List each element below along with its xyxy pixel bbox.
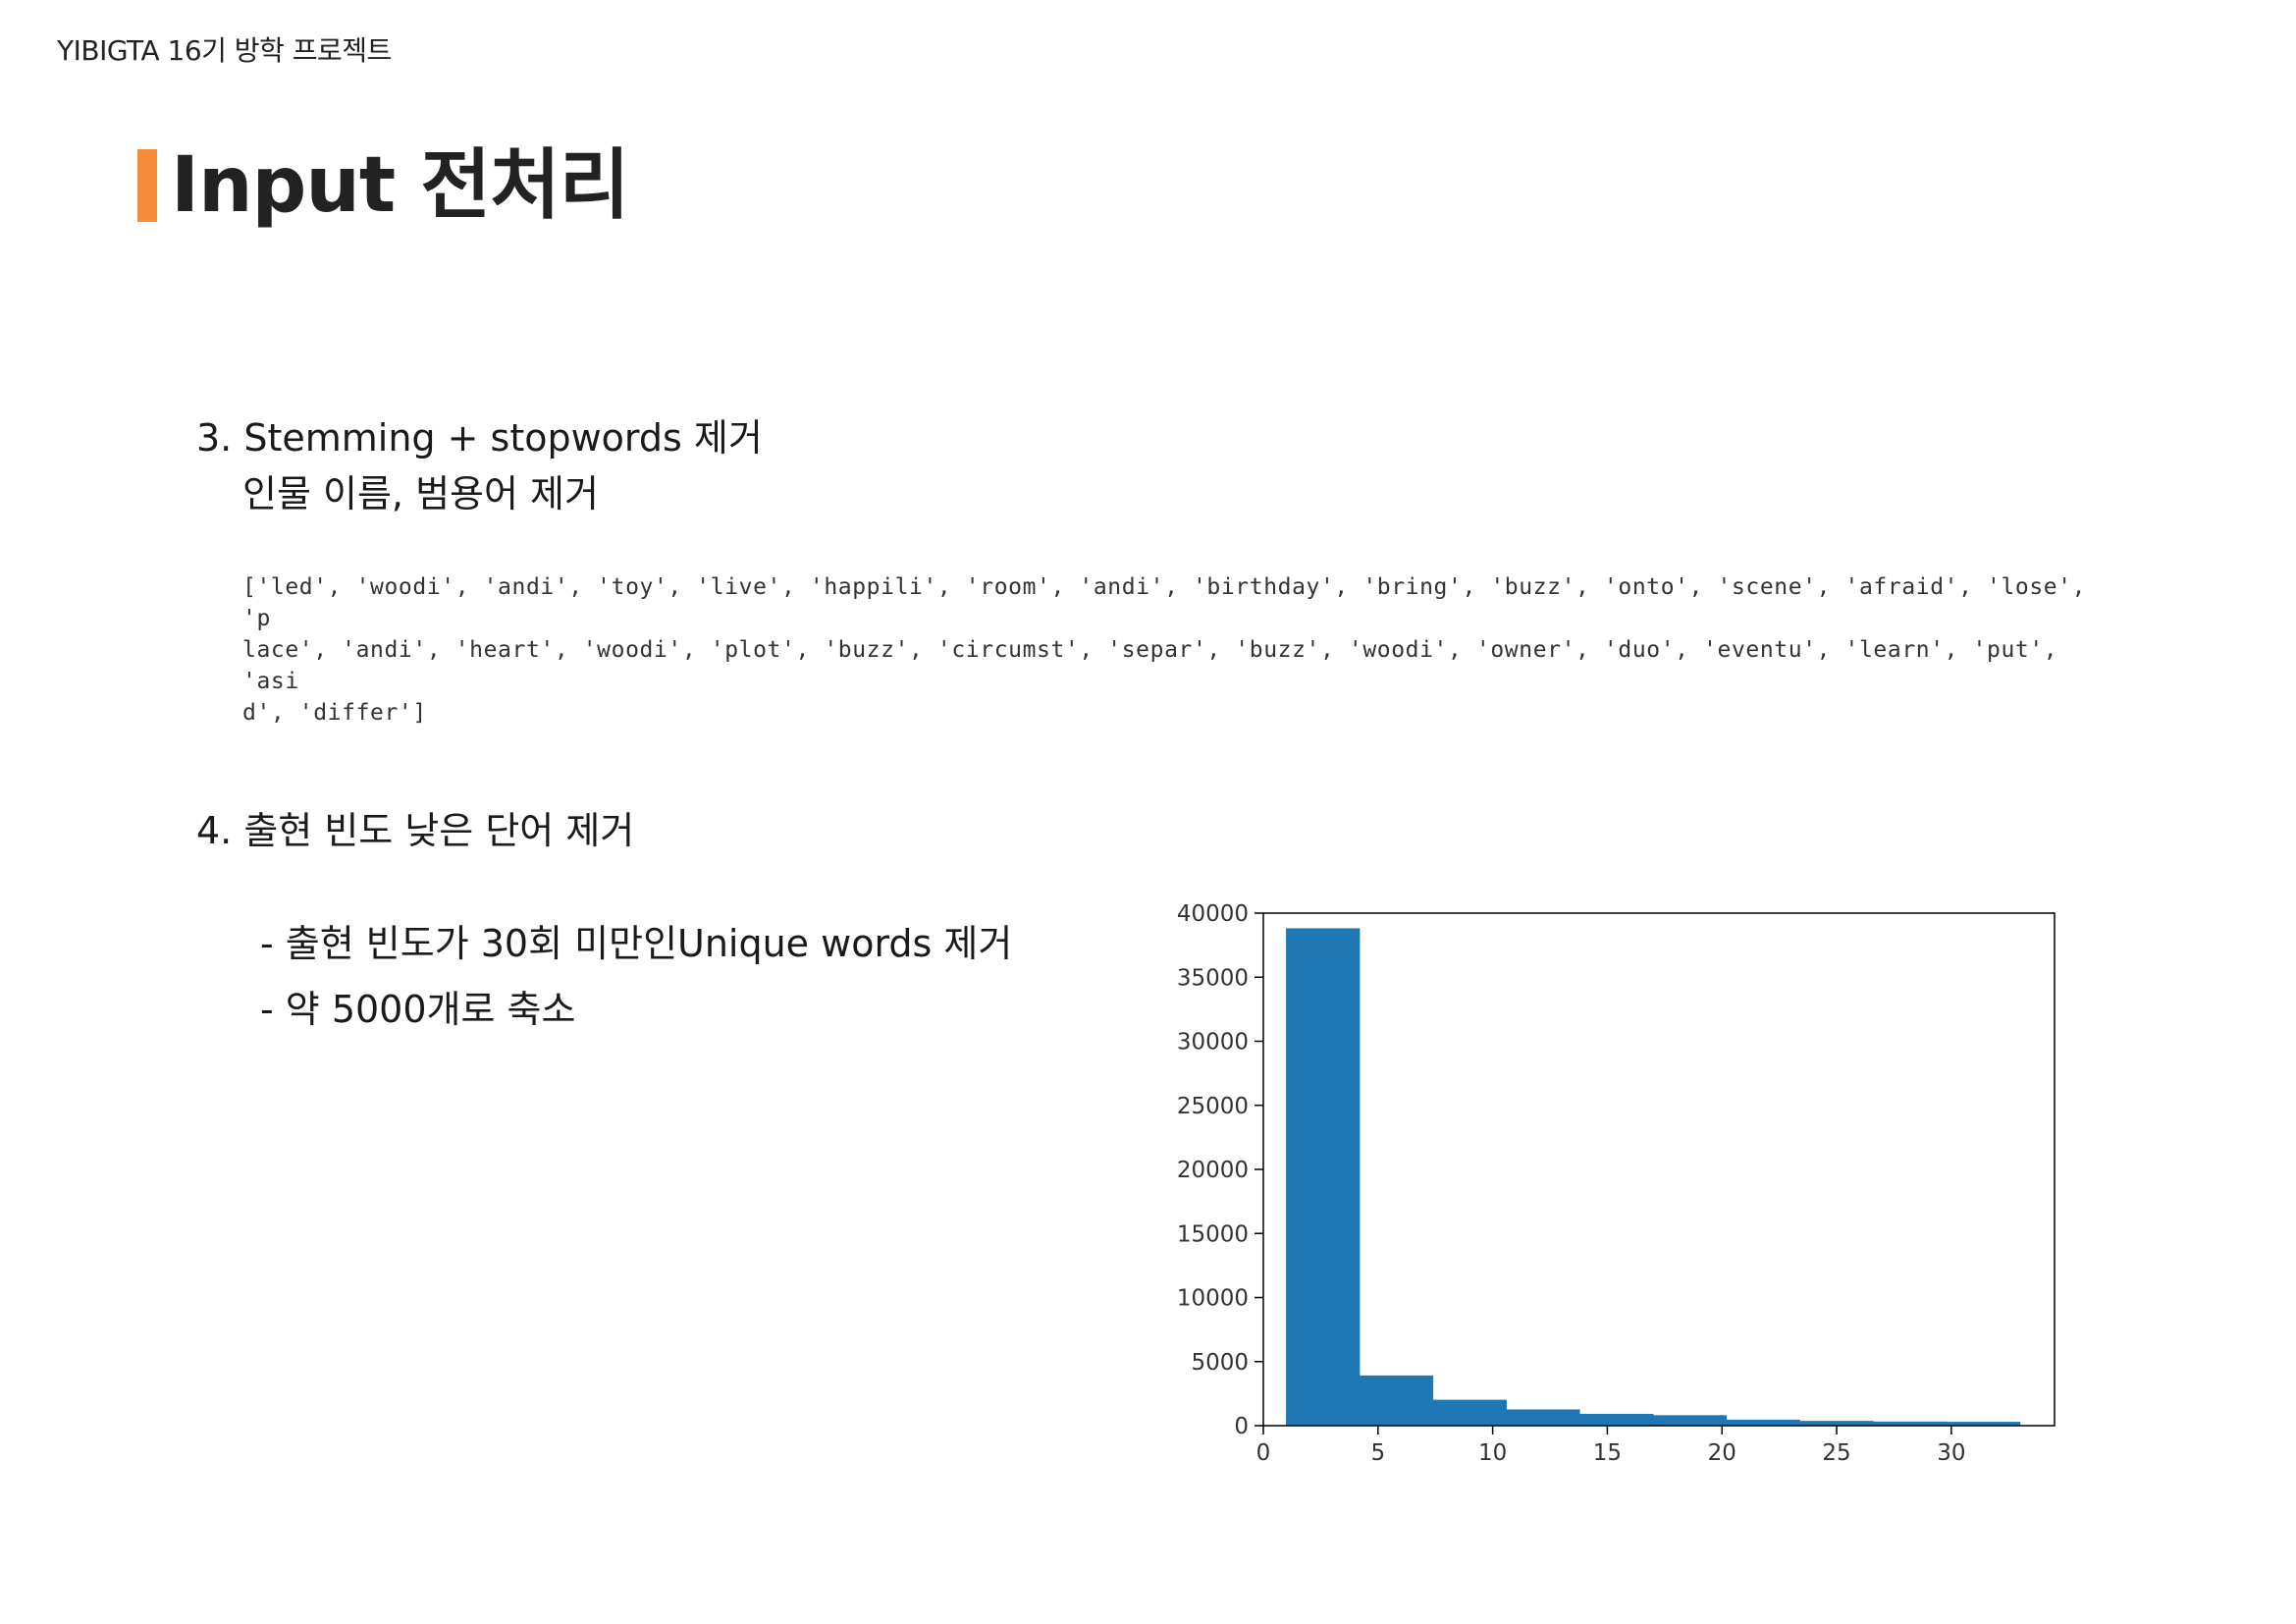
x-tick-label: 10 — [1478, 1440, 1507, 1466]
histogram-bar — [1579, 1414, 1654, 1427]
x-tick-label: 0 — [1256, 1440, 1271, 1466]
word-frequency-histogram: 0 5 10 15 20 25 30 0 5000 10000 15000 20000 25000 300… — [1158, 898, 2081, 1478]
bullet-item: - 출현 빈도가 30회 미만인Unique words 제거 — [260, 922, 1013, 965]
histogram-bar — [1726, 1419, 1800, 1427]
histogram-bar — [1506, 1409, 1580, 1427]
plot-frame — [1262, 912, 2056, 1427]
title-accent-bar — [137, 149, 157, 222]
y-tick-label: 40000 — [1177, 901, 1249, 927]
token-list-output: ['led', 'woodi', 'andi', 'toy', 'live', … — [242, 574, 2087, 726]
slide-title-block: Input 전처리 — [137, 141, 630, 230]
section-3-heading: 3. Stemming + stopwords 제거 — [196, 416, 763, 460]
y-tick-label: 25000 — [1177, 1094, 1249, 1119]
header-label: YIBIGTA 16기 방학 프로젝트 — [57, 34, 392, 67]
bullet-item: - 약 5000개로 축소 — [260, 988, 576, 1031]
histogram-svg: 0 5 10 15 20 25 30 0 5000 10000 15000 20000 25000 300… — [1177, 901, 2056, 1466]
histogram-bar — [1359, 1375, 1434, 1427]
x-tick-label: 25 — [1822, 1440, 1850, 1466]
section-4-heading: 4. 출현 빈도 낮은 단어 제거 — [196, 809, 635, 852]
slide-title: Input 전처리 — [171, 141, 630, 230]
y-tick-label: 15000 — [1177, 1221, 1249, 1247]
x-tick-label: 20 — [1708, 1440, 1736, 1466]
y-tick-label: 5000 — [1191, 1350, 1249, 1376]
histogram-bar — [1652, 1415, 1728, 1427]
histogram-bar — [1286, 928, 1361, 1427]
y-tick-label: 35000 — [1177, 965, 1249, 991]
y-tick-label: 0 — [1234, 1414, 1249, 1439]
y-tick-label: 10000 — [1177, 1286, 1249, 1312]
y-tick-label: 30000 — [1177, 1030, 1249, 1056]
y-tick-label: 20000 — [1177, 1158, 1249, 1183]
section-3-subheading: 인물 이름, 범용어 제거 — [242, 472, 599, 515]
x-tick-label: 5 — [1370, 1440, 1385, 1466]
x-tick-label: 30 — [1937, 1440, 1965, 1466]
x-tick-label: 15 — [1593, 1440, 1622, 1466]
histogram-bar — [1432, 1399, 1507, 1427]
